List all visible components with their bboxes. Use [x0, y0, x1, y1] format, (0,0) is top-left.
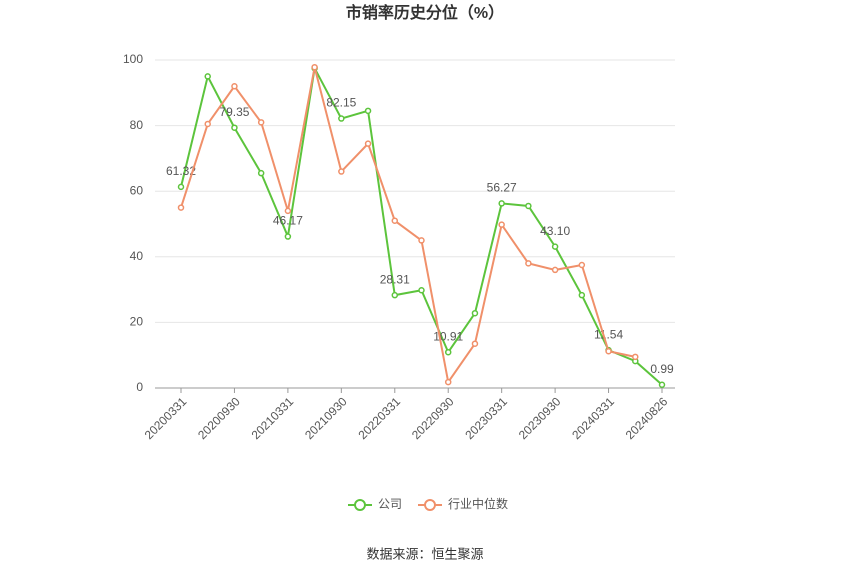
data-label: 28.31	[380, 272, 410, 286]
point	[257, 119, 265, 126]
legend-label: 行业中位数	[448, 496, 508, 511]
y-tick-label: 80	[130, 118, 144, 132]
point	[578, 291, 586, 299]
point	[551, 243, 559, 250]
point	[364, 107, 372, 115]
point	[471, 340, 479, 347]
data-label: 82.15	[326, 96, 356, 110]
x-tick-label: 20210331	[249, 394, 297, 442]
y-tick-label: 20	[130, 315, 144, 329]
y-tick-label: 40	[130, 249, 144, 263]
point	[605, 348, 612, 355]
chart-title: 市销率历史分位（%）	[346, 3, 504, 22]
point	[418, 237, 425, 244]
y-tick-label: 0	[136, 380, 143, 394]
point	[578, 261, 586, 269]
point	[525, 260, 532, 267]
point	[498, 221, 505, 228]
data-label: 46.17	[273, 214, 303, 228]
point	[632, 353, 639, 361]
point	[551, 266, 559, 274]
point	[231, 124, 238, 131]
point	[471, 309, 479, 317]
point	[177, 204, 185, 211]
x-tick-label: 20230331	[462, 394, 510, 442]
point	[658, 381, 666, 389]
point	[311, 63, 318, 71]
x-tick-label: 20200331	[142, 394, 190, 442]
data-label: 11.54	[594, 327, 623, 341]
data-label: 0.99	[650, 362, 674, 376]
point	[338, 168, 345, 175]
source: 数据来源：恒生聚源	[366, 546, 483, 561]
x-tick-label: 20210930	[302, 394, 350, 442]
point	[525, 202, 532, 210]
point	[364, 140, 372, 147]
point	[177, 183, 185, 191]
point	[204, 120, 211, 128]
data-label: 79.35	[219, 105, 249, 119]
point	[498, 200, 505, 207]
series-line	[180, 65, 663, 386]
legend-marker	[424, 499, 436, 511]
data-label: 61.32	[166, 164, 196, 178]
point	[418, 287, 425, 294]
data-label: 43.10	[540, 224, 570, 238]
x-tick-label: 20230930	[516, 394, 564, 442]
x-tick-label: 20240826	[623, 394, 671, 442]
y-tick-label: 100	[123, 52, 143, 66]
legend-label: 公司	[378, 497, 402, 511]
x-tick-label: 20220930	[409, 394, 457, 442]
legend-marker	[354, 499, 366, 511]
data-label: 56.27	[487, 181, 517, 195]
point	[391, 291, 399, 299]
point	[204, 73, 211, 80]
y-tick-label: 60	[130, 183, 144, 197]
series-line	[180, 66, 636, 385]
point	[444, 348, 452, 356]
point	[284, 207, 292, 215]
point	[338, 115, 345, 122]
point	[444, 378, 452, 386]
point	[257, 169, 265, 177]
point	[284, 233, 292, 240]
point	[391, 217, 399, 224]
x-tick-label: 20200930	[195, 394, 243, 442]
x-tick-label: 20240331	[569, 394, 617, 442]
x-tick-label: 20220331	[355, 394, 403, 442]
point	[231, 82, 238, 90]
